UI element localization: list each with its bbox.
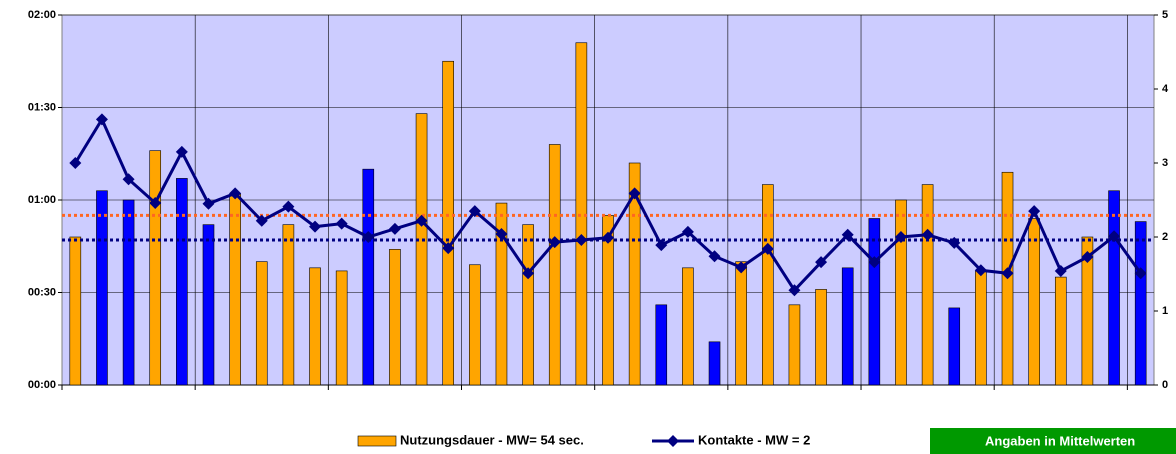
bar (948, 307, 961, 386)
bar (895, 199, 907, 386)
note: Angaben in Mittelwerten (985, 433, 1135, 448)
marker (255, 214, 268, 227)
marker (69, 157, 82, 169)
y2-tick-label: 3 (1162, 157, 1168, 169)
bar (1054, 276, 1067, 386)
marker (1028, 205, 1041, 218)
bar (682, 267, 694, 386)
y-tick-label: 01:30 (28, 101, 56, 113)
marker (282, 200, 295, 213)
marker (1001, 267, 1014, 280)
marker (175, 145, 188, 158)
bar (868, 218, 881, 386)
marker (95, 113, 108, 126)
marker (868, 256, 881, 269)
bar (149, 150, 162, 386)
bar (1028, 218, 1040, 386)
bar (762, 184, 774, 386)
marker (948, 236, 961, 249)
bar (122, 199, 135, 386)
marker (202, 197, 215, 210)
bar (735, 261, 747, 386)
marker (974, 264, 987, 277)
marker (602, 231, 614, 244)
y2-tick-label: 4 (1162, 83, 1169, 95)
marker (149, 196, 162, 209)
marker (681, 225, 694, 238)
marker (495, 228, 508, 241)
marker (1054, 265, 1067, 278)
bar (975, 270, 987, 386)
bar (415, 113, 428, 386)
bar (282, 224, 295, 386)
bar (1108, 190, 1120, 386)
marker (1108, 230, 1121, 243)
note-box (930, 428, 1176, 454)
bar (96, 190, 108, 386)
marker (1134, 267, 1147, 280)
bar (575, 42, 588, 386)
bar (495, 202, 508, 386)
bar (708, 341, 721, 386)
marker (708, 250, 721, 263)
bar (335, 270, 348, 386)
marker (841, 228, 854, 241)
marker (415, 214, 428, 227)
y2-tick-label: 2 (1162, 231, 1168, 243)
bar (469, 264, 481, 386)
legend-swatch (357, 435, 397, 447)
marker (309, 220, 322, 233)
marker (468, 205, 481, 218)
y2-tick-label: 5 (1162, 9, 1168, 21)
bar (841, 267, 854, 386)
bar (176, 178, 188, 386)
marker (815, 256, 828, 269)
marker (229, 187, 242, 200)
bar (628, 162, 641, 386)
y-tick-label: 02:00 (28, 9, 56, 21)
bar (69, 236, 82, 386)
marker (388, 222, 401, 235)
y-tick-label: 01:00 (28, 194, 56, 206)
bar (522, 224, 534, 386)
bar (815, 289, 827, 386)
y-tick-label: 00:00 (28, 379, 56, 391)
legend-marker (667, 435, 679, 447)
marker (921, 228, 934, 241)
y2-tick-label: 1 (1162, 305, 1168, 317)
bar (921, 184, 934, 386)
marker (362, 231, 375, 243)
bar (1081, 236, 1094, 386)
marker (575, 233, 588, 246)
bar (1134, 221, 1147, 386)
marker (335, 217, 348, 230)
bar (788, 304, 801, 386)
marker (522, 267, 535, 280)
marker (655, 239, 668, 252)
bar (442, 60, 454, 386)
bar (229, 193, 241, 386)
marker (122, 173, 135, 186)
marker (442, 242, 455, 255)
y-tick-label: 00:30 (28, 286, 56, 298)
bar (309, 267, 321, 386)
marker (548, 236, 561, 249)
bar (362, 168, 375, 386)
marker (628, 187, 641, 200)
marker (1081, 250, 1094, 263)
y2-tick-label: 0 (1162, 379, 1168, 391)
marker (788, 284, 801, 297)
marker (894, 231, 907, 243)
bar (202, 224, 215, 386)
legend-label: Nutzungsdauer - MW= 54 sec. (400, 432, 584, 447)
bar (548, 144, 561, 386)
bar (389, 249, 401, 386)
marker (761, 242, 774, 255)
legend-label: Kontakte - MW = 2 (698, 432, 810, 447)
bar (655, 304, 668, 386)
marker (735, 261, 748, 274)
bar (255, 261, 268, 386)
